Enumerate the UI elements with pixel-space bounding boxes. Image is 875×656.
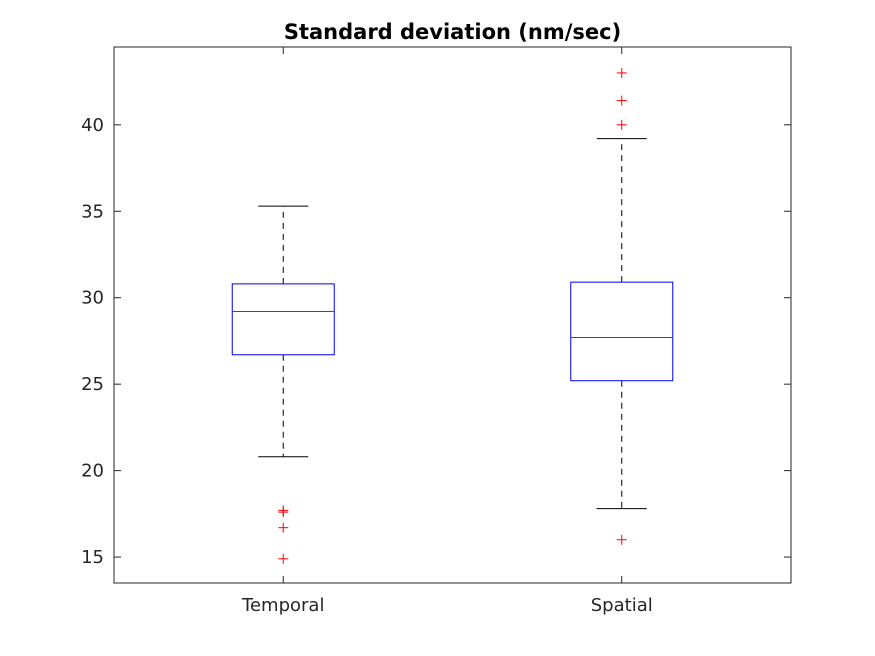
outlier-marker	[616, 67, 627, 78]
outlier-marker	[278, 507, 289, 518]
outlier-marker	[616, 95, 627, 106]
box-iqr	[570, 281, 674, 382]
box-group-temporal	[231, 205, 335, 564]
y-tick-label: 35	[81, 201, 104, 222]
chart-title: Standard deviation (nm/sec)	[284, 20, 621, 44]
box-group-spatial	[570, 67, 674, 545]
y-tick-label: 15	[81, 547, 104, 568]
y-tick-label: 30	[81, 288, 104, 309]
y-tick-label: 25	[81, 374, 104, 395]
outlier-marker	[616, 119, 627, 130]
outlier-marker	[278, 522, 289, 533]
box-iqr	[231, 283, 335, 356]
outlier-marker	[278, 553, 289, 564]
x-category-label: Temporal	[241, 595, 324, 616]
x-category-label: Spatial	[591, 595, 653, 616]
y-axis: 15 20 25 30 35 40	[81, 115, 791, 568]
y-tick-label: 40	[81, 115, 104, 136]
axes-frame	[113, 46, 792, 584]
outlier-marker	[616, 534, 627, 545]
x-axis: Temporal Spatial	[241, 47, 653, 616]
y-tick-label: 20	[81, 461, 104, 482]
plot-area	[231, 67, 674, 564]
